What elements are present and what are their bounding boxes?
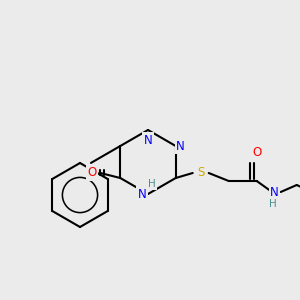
Text: S: S <box>197 167 204 179</box>
Text: H: H <box>148 179 156 189</box>
Text: N: N <box>176 140 185 152</box>
Text: O: O <box>252 146 261 158</box>
Text: O: O <box>88 167 97 179</box>
Text: N: N <box>144 134 152 146</box>
Text: N: N <box>270 187 279 200</box>
Text: N: N <box>138 188 146 200</box>
Text: H: H <box>269 199 277 209</box>
